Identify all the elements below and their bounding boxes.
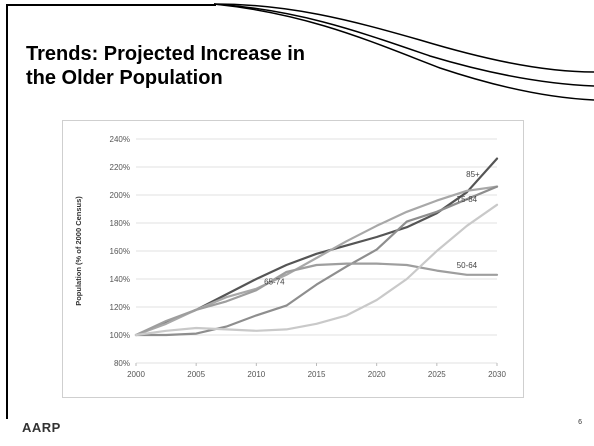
slide-title: Trends: Projected Increase in the Older … bbox=[26, 42, 366, 90]
y-axis-label: Population (% of 2000 Census) bbox=[74, 196, 83, 306]
x-tick-label: 2020 bbox=[368, 370, 386, 379]
swoosh-line-1 bbox=[213, 3, 594, 73]
series-label: 85+ bbox=[466, 170, 480, 179]
y-tick-label: 220% bbox=[110, 163, 130, 172]
slide-title-line-1: Trends: Projected Increase in bbox=[26, 43, 305, 65]
series-label: 65-74 bbox=[264, 278, 285, 287]
x-tick-labels: 2000 2005 2010 2015 2020 2025 2030 bbox=[127, 370, 506, 379]
x-tick-label: 2010 bbox=[247, 370, 265, 379]
x-tick-label: 2005 bbox=[187, 370, 205, 379]
series-line-50-64 bbox=[134, 262, 499, 337]
series-label: 75-84 bbox=[457, 195, 478, 204]
series-label: 50-64 bbox=[457, 261, 478, 270]
slide-frame-top bbox=[6, 4, 216, 6]
swoosh-line-2 bbox=[213, 3, 594, 87]
series-line-65-74 bbox=[134, 185, 499, 337]
population-chart: 80% 100% 120% 140% 160% 180% 200% 220% 240% 2000… bbox=[74, 135, 506, 379]
y-tick-label: 200% bbox=[110, 191, 130, 200]
y-tick-label: 180% bbox=[110, 219, 130, 228]
x-tick-label: 2030 bbox=[488, 370, 506, 379]
slide-frame-left bbox=[6, 4, 8, 419]
chart-series bbox=[134, 157, 499, 337]
series-labels: 85+ 75-84 65-74 50-64 bbox=[264, 170, 480, 287]
slide-title-line-2: the Older Population bbox=[26, 67, 223, 89]
series-line-unlabeled bbox=[134, 203, 499, 337]
y-tick-label: 160% bbox=[110, 247, 130, 256]
decorative-swoosh bbox=[213, 3, 594, 101]
y-tick-labels: 80% 100% 120% 140% 160% 180% 200% 220% 240% bbox=[110, 135, 130, 368]
x-tick-label: 2025 bbox=[428, 370, 446, 379]
y-tick-label: 80% bbox=[114, 359, 130, 368]
x-tick-label: 2000 bbox=[127, 370, 145, 379]
x-tick-label: 2015 bbox=[308, 370, 326, 379]
y-tick-label: 100% bbox=[110, 331, 130, 340]
swoosh-line-3 bbox=[213, 3, 594, 101]
chart-grid bbox=[135, 138, 498, 366]
y-tick-label: 140% bbox=[110, 275, 130, 284]
y-tick-label: 120% bbox=[110, 303, 130, 312]
aarp-logo: AARP bbox=[22, 420, 61, 435]
chart-container: 80% 100% 120% 140% 160% 180% 200% 220% 240% 2000… bbox=[62, 120, 524, 398]
page-number: 6 bbox=[578, 419, 582, 426]
y-tick-label: 240% bbox=[110, 135, 130, 144]
